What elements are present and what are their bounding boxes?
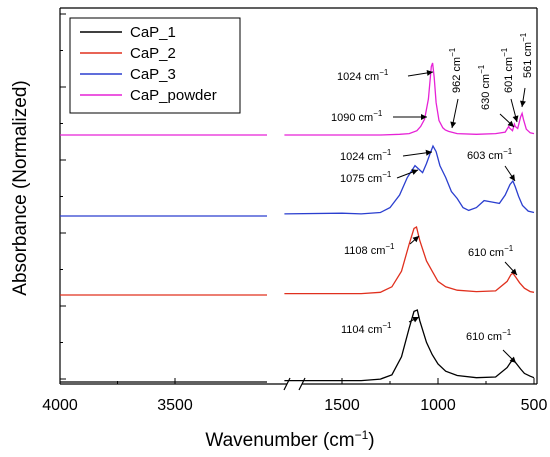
annotation-sup: −1 xyxy=(379,68,389,77)
annotation-arrowhead-10 xyxy=(507,120,514,127)
annotation-sup: −1 xyxy=(382,321,392,330)
annotation-arrowhead-6 xyxy=(509,174,515,181)
annotation-arrowhead-1 xyxy=(509,356,516,363)
x-tick-label-500: 500 xyxy=(521,397,548,414)
annotation-arrowhead-12 xyxy=(520,100,526,107)
legend-label-CaP_powder: CaP_powder xyxy=(130,87,217,104)
annotation-text: 630 cm xyxy=(480,74,492,110)
annotation-text: 610 cm xyxy=(468,247,504,259)
x-tick-label-1000: 1000 xyxy=(420,397,456,414)
annotation-CaP_powder-561: 561 cm−1 xyxy=(519,32,534,78)
x-axis-label-sup: −1 xyxy=(355,428,369,442)
annotation-text: 1024 cm xyxy=(337,71,379,83)
annotation-text: 603 cm xyxy=(467,150,503,162)
annotation-arrowhead-0 xyxy=(412,317,419,323)
annotation-sup: −1 xyxy=(504,244,514,253)
annotation-sup: −1 xyxy=(519,32,528,42)
annotation-CaP_3-1075: 1075 cm−1 xyxy=(340,170,392,185)
x-tick-label-3500: 3500 xyxy=(157,397,193,414)
annotation-arrowhead-2 xyxy=(412,236,419,243)
annotation-sup: −1 xyxy=(500,47,509,57)
annotation-arrowhead-4 xyxy=(425,149,432,156)
annotation-CaP_3-603: 603 cm−1 xyxy=(467,147,513,162)
legend-label-CaP_3: CaP_3 xyxy=(130,66,176,83)
annotation-arrowhead-7 xyxy=(426,70,433,76)
annotation-CaP_2-610: 610 cm−1 xyxy=(468,244,514,259)
annotation-CaP_1-610: 610 cm−1 xyxy=(466,328,512,343)
x-axis-label: Wavenumber (cm−1) xyxy=(205,428,374,451)
annotation-arrowhead-3 xyxy=(510,268,517,275)
x-tick-label-4000: 4000 xyxy=(42,397,78,414)
legend-box xyxy=(69,17,241,114)
annotation-text: 561 cm xyxy=(522,42,534,78)
series-line-CaP_powder-right xyxy=(284,62,535,136)
y-axis-label: Absorbance (Normalized) xyxy=(10,80,31,295)
annotation-arrowhead-9 xyxy=(450,121,457,128)
axis-break-gap xyxy=(287,381,302,387)
legend-label-CaP_1: CaP_1 xyxy=(130,24,176,41)
legend-label-CaP_2: CaP_2 xyxy=(130,45,176,62)
annotation-sup: −1 xyxy=(373,109,383,118)
annotation-sup: −1 xyxy=(503,147,513,156)
annotation-text: 601 cm xyxy=(503,57,515,93)
annotation-text: 1108 cm xyxy=(344,245,385,257)
annotation-CaP_2-1108: 1108 cm−1 xyxy=(344,242,395,257)
annotation-CaP_3-1024: 1024 cm−1 xyxy=(340,148,392,163)
x-axis-label-main: Wavenumber (cm xyxy=(205,430,354,451)
annotation-sup: −1 xyxy=(502,328,512,337)
annotation-CaP_powder-601: 601 cm−1 xyxy=(500,47,515,93)
annotation-text: 1104 cm xyxy=(341,324,382,336)
annotation-CaP_powder-962: 962 cm−1 xyxy=(448,47,463,93)
annotation-text: 1075 cm xyxy=(340,173,382,185)
series-line-CaP_3-right xyxy=(284,144,535,215)
annotation-text: 1090 cm xyxy=(331,112,373,124)
annotation-sup: −1 xyxy=(477,64,486,74)
annotation-text: 1024 cm xyxy=(340,151,382,163)
annotation-text: 610 cm xyxy=(466,331,502,343)
legend: CaP_1 CaP_2 CaP_3 CaP_powder xyxy=(69,17,241,114)
annotation-CaP_1-1104: 1104 cm−1 xyxy=(341,321,392,336)
annotation-sup: −1 xyxy=(382,148,392,157)
annotation-arrowhead-5 xyxy=(411,169,418,175)
annotation-sup: −1 xyxy=(385,242,395,251)
annotation-sup: −1 xyxy=(448,47,457,57)
annotation-CaP_powder-1090: 1090 cm−1 xyxy=(331,109,383,124)
annotation-CaP_powder-630: 630 cm−1 xyxy=(477,64,492,110)
series-line-CaP_2-right xyxy=(284,226,535,295)
annotation-arrowhead-8 xyxy=(421,114,427,120)
annotation-text: 962 cm xyxy=(451,57,463,93)
series-line-CaP_1-right xyxy=(284,309,535,382)
x-tick-label-1500: 1500 xyxy=(324,397,360,414)
annotation-sup: −1 xyxy=(382,170,392,179)
annotation-arrowhead-11 xyxy=(512,115,519,122)
annotation-CaP_powder-1024: 1024 cm−1 xyxy=(337,68,389,83)
x-axis-label-close: ) xyxy=(368,430,374,451)
